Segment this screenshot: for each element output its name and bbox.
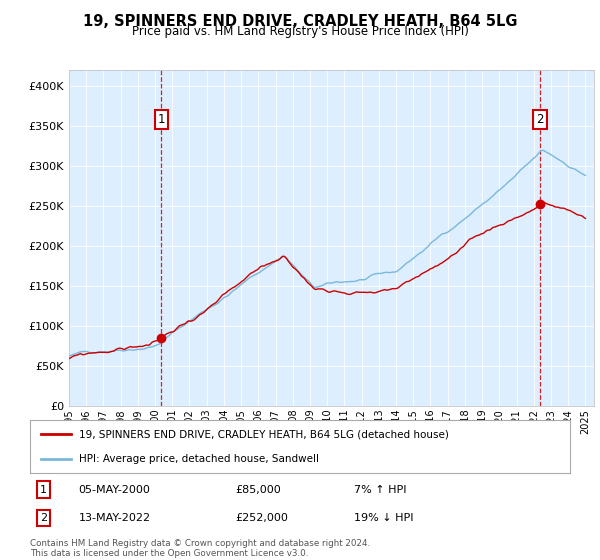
Text: 2: 2 (536, 113, 544, 126)
Text: HPI: Average price, detached house, Sandwell: HPI: Average price, detached house, Sand… (79, 454, 319, 464)
Text: 7% ↑ HPI: 7% ↑ HPI (354, 484, 407, 494)
Text: 19, SPINNERS END DRIVE, CRADLEY HEATH, B64 5LG (detached house): 19, SPINNERS END DRIVE, CRADLEY HEATH, B… (79, 430, 448, 440)
Text: 13-MAY-2022: 13-MAY-2022 (79, 514, 151, 524)
Text: 05-MAY-2000: 05-MAY-2000 (79, 484, 151, 494)
Text: £85,000: £85,000 (235, 484, 281, 494)
Text: £252,000: £252,000 (235, 514, 288, 524)
Text: 19% ↓ HPI: 19% ↓ HPI (354, 514, 413, 524)
Text: 1: 1 (40, 484, 47, 494)
Text: 2: 2 (40, 514, 47, 524)
Text: Price paid vs. HM Land Registry's House Price Index (HPI): Price paid vs. HM Land Registry's House … (131, 25, 469, 38)
Text: Contains HM Land Registry data © Crown copyright and database right 2024.
This d: Contains HM Land Registry data © Crown c… (30, 539, 370, 558)
Text: 1: 1 (158, 113, 165, 126)
Text: 19, SPINNERS END DRIVE, CRADLEY HEATH, B64 5LG: 19, SPINNERS END DRIVE, CRADLEY HEATH, B… (83, 14, 517, 29)
